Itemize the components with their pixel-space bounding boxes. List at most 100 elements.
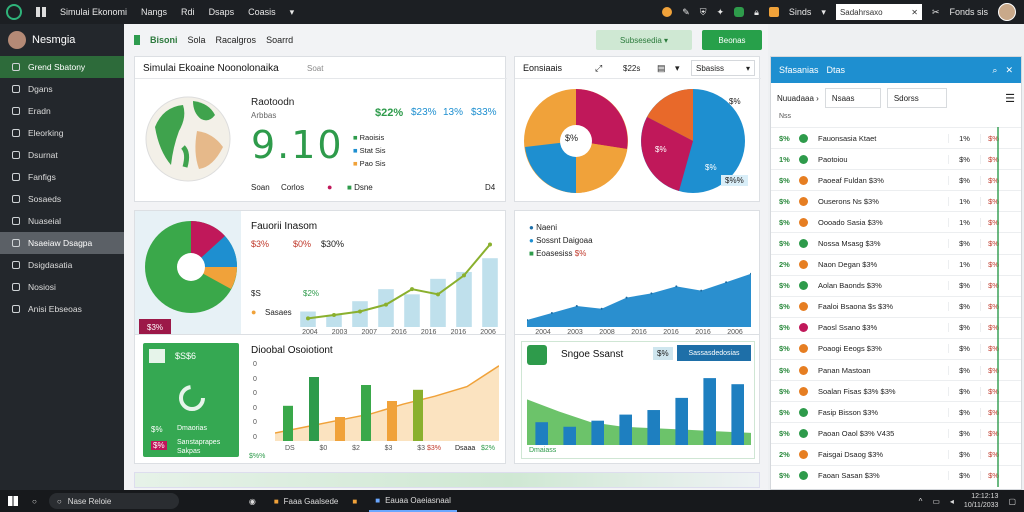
sidebar-item-9[interactable]: Nsaeiaw Dsagpa [0,232,124,254]
sidebar-item-5[interactable]: Dsurnat [0,144,124,166]
list-item[interactable]: $% Fauonsasia Ktaet 1% $% [771,127,1021,148]
tick-label: DS [285,445,295,452]
browser-icon[interactable]: ◉ [248,496,256,506]
list-item[interactable]: $% Paoeaf Fuldan $3% $% $% [771,169,1021,190]
row-name: Naon Degan $3% [818,260,878,270]
tab-3[interactable]: Soarrd [266,35,294,45]
list-item[interactable]: $% Paoan Oaol $3% V435 $% $% [771,422,1021,443]
scroll-indicator[interactable] [997,127,999,487]
sidebar-item-10[interactable]: Dsigdasatia [0,254,124,276]
filter-2-label: Nsaas [831,93,855,103]
overview-title: Simulai Ekoaine Noonolonaika [143,63,279,74]
sidebar-item-1[interactable]: Grend Sbatony [0,56,124,78]
apps-grid-icon[interactable] [36,7,46,17]
list-item[interactable]: 1% Paotoiou $% $% [771,148,1021,169]
list-item[interactable]: $% Panan Mastoan $% $% [771,359,1021,380]
network-icon[interactable]: ▭ [932,496,940,506]
menu-item-4[interactable]: Coasis [248,7,276,17]
sidebar-user[interactable]: Nesmgia [0,24,124,56]
subscribe-button[interactable]: Subsesedia ▾ [596,30,692,50]
menu-dropdown-icon[interactable]: ▾ [289,6,295,17]
sugar-button[interactable]: Sassasdedosias [677,345,751,361]
notifications-icon[interactable]: ▢ [1008,496,1016,506]
sidebar-item-3[interactable]: Eradn [0,100,124,122]
area-chart [527,272,751,327]
clock-time: 12:12:13 [971,493,999,500]
folder-icon[interactable] [768,7,779,17]
list-item[interactable]: $% Aolan Baonds $3% $% $% [771,274,1021,296]
clock[interactable]: 12:12:13 10/11/2033 [964,492,999,510]
filter-1[interactable]: Nuuadaaa › [777,93,819,103]
list-item[interactable]: 2% Faisgai Dsaog $3% $% $% [771,443,1021,464]
sidebar-item-4[interactable]: Eleorking [0,122,124,144]
page-title: Bisoni [150,35,178,45]
search-input[interactable]: Sadahrsaxo ✕ [835,4,922,20]
app-1-label: Faaa Gaalsede [283,496,339,506]
close-icon[interactable]: ✕ [1005,64,1013,75]
sidebar-item-11[interactable]: Nosiosi [0,276,124,298]
chevron-down-icon[interactable]: ▾ [675,63,680,73]
list-item[interactable]: 2% Naon Degan $3% 1% $% [771,253,1021,275]
chevron-down-icon[interactable]: ▾ [821,6,826,17]
right-panel-header: Sfasanias Dtas ⌕ ✕ [771,57,1021,83]
list-item[interactable]: $% Faaloi Bsaona $s $3% $% $% [771,295,1021,317]
trash-icon[interactable]: ▤ [657,63,666,73]
sidebar-item-6[interactable]: Fanfigs [0,166,124,188]
row-name: Faaloi Bsaona $s $3% [818,302,894,312]
primary-action-button[interactable]: Beonas [702,30,762,50]
shield-icon[interactable]: ⛨ [699,6,707,17]
filter-3[interactable]: Sdorss [886,88,947,108]
list-item[interactable]: $% Paosl Ssano $3% $% $% [771,316,1021,338]
taskbar-search[interactable]: ○ Nase Reloie [48,493,179,509]
sidebar-item-2[interactable]: Dgans [0,78,124,100]
menu-item-3[interactable]: Dsaps [208,7,235,17]
search-placeholder: Sadahrsaxo [839,7,883,17]
trend-point [410,287,414,292]
avatar[interactable] [998,3,1016,21]
notification-dot-icon[interactable] [662,7,673,17]
list-item[interactable]: $% Oooado Sasia $3% 1% $% [771,211,1021,232]
list-item[interactable]: $% Faoan Sasan $3% $% $% [771,464,1021,486]
list-item[interactable]: $% Soalan Fisas $3% $3% $% $% [771,380,1021,401]
row-col-2: $% [948,386,980,396]
close-icon[interactable]: ✕ [911,7,918,17]
status-dot-icon [799,407,808,417]
task-view-icon[interactable]: ○ [32,496,37,506]
menu-item-1[interactable]: Nangs [141,7,168,17]
diag-bar-area-chart [275,365,499,441]
tick-label: 2004 [302,329,318,336]
tab-2[interactable]: Racalgros [215,35,257,45]
folder-icon[interactable]: ■ [352,496,358,506]
list-item[interactable]: $% Nossa Msasg $3% $% $% [771,232,1021,253]
menu-icon[interactable]: ☰ [1005,92,1015,105]
pies-filter[interactable]: $22s [623,64,641,73]
tick-label: 2003 [331,329,348,336]
search-icon[interactable]: ⌕ [992,64,998,75]
sidebar-item-12[interactable]: Anisi Ebseoas [0,298,124,320]
row-col-3: $% [980,365,1006,375]
start-icon[interactable] [8,496,18,506]
diag-foot: Dsaaa [455,445,476,452]
tools-icon[interactable]: ✂ [931,6,940,17]
filter-2[interactable]: Nsaas [824,88,881,108]
overview-foot-end: D4 [485,183,496,192]
row-col-3: $% [980,239,1006,249]
notif-label[interactable]: Sinds [788,7,812,17]
tray-expand-icon[interactable]: ^ [918,496,923,506]
list-item[interactable]: $% Poaogi Eeogs $3% $% $% [771,337,1021,359]
star-icon[interactable]: ✦ [716,6,725,17]
sidebar-item-8[interactable]: Nuaseial [0,210,124,232]
tab-1[interactable]: Sola [187,35,206,45]
lock-icon[interactable]: 🔒︎ [754,6,759,17]
right-panel-tab[interactable]: Dtas [826,65,846,75]
taskbar-app-1[interactable]: ■ Faaa Gaalsede [268,490,345,512]
list-item[interactable]: $% Fasip Bisson $3% $% $% [771,401,1021,422]
menu-item-2[interactable]: Rdi [181,7,195,17]
list-item[interactable]: $% Ouserons Ns $3% 1% $% [771,190,1021,211]
taskbar-app-2[interactable]: ■ Eauaa Oaeiasnaal [369,490,457,512]
sidebar-item-7[interactable]: Sosaeds [0,188,124,210]
edit-icon[interactable]: ✎ [682,6,690,17]
pies-dropdown[interactable]: Sbasiss ▾ [691,60,755,76]
expand-icon[interactable]: ⤢ [595,63,603,73]
volume-icon[interactable]: ◂ [949,496,954,506]
